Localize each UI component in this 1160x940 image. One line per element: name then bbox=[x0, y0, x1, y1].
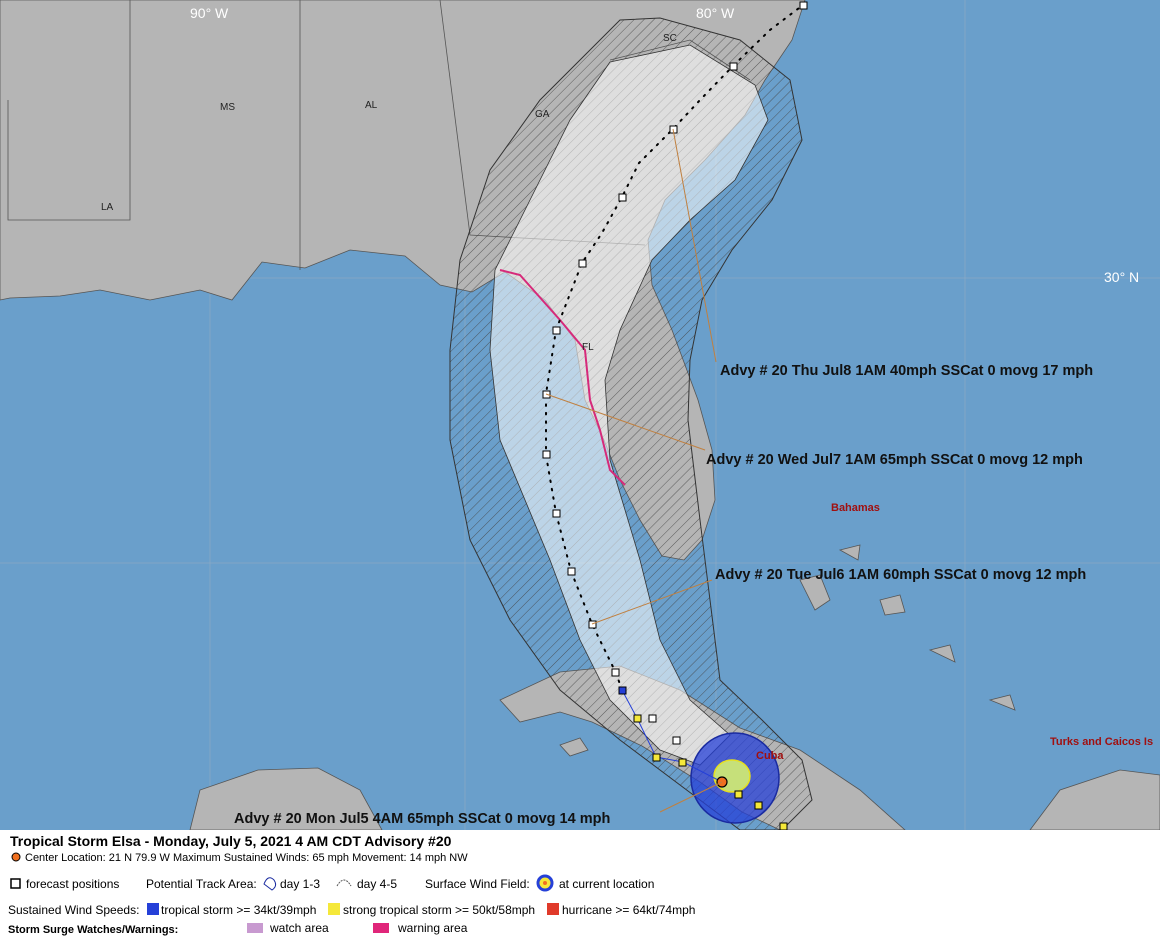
leader-line bbox=[672, 128, 717, 363]
past-point bbox=[652, 753, 661, 762]
past-point bbox=[678, 758, 687, 767]
forecast-point bbox=[542, 450, 551, 459]
leader-line bbox=[659, 781, 723, 813]
legend-center: Center Location: 21 N 79.9 W Maximum Sus… bbox=[25, 852, 468, 864]
legend-text: Potential Track Area: bbox=[146, 877, 257, 891]
legend-text: day 1-3 bbox=[280, 877, 320, 891]
legend-text: Surface Wind Field: bbox=[425, 877, 530, 891]
longitude-label: 90° W bbox=[190, 5, 229, 21]
place-label: Turks and Caicos Is bbox=[1050, 736, 1153, 748]
isla-juventud bbox=[559, 737, 589, 757]
strong-ts-swatch bbox=[328, 903, 340, 915]
leader-line bbox=[591, 579, 713, 625]
past-point bbox=[779, 822, 788, 831]
forecast-point bbox=[588, 620, 597, 629]
legend-text: hurricane >= 64kt/74mph bbox=[562, 903, 695, 917]
legend-text: tropical storm >= 34kt/39mph bbox=[161, 903, 316, 917]
cone-day-1-3 bbox=[489, 44, 769, 766]
advisory-label: Advy # 20 Mon Jul5 4AM 65mph SSCat 0 mov… bbox=[234, 811, 610, 827]
forecast-point bbox=[611, 668, 620, 677]
past-point bbox=[754, 801, 763, 810]
place-label: LA bbox=[101, 202, 114, 213]
legend-text: forecast positions bbox=[26, 877, 119, 891]
legend-text: at current location bbox=[559, 877, 654, 891]
legend-background bbox=[0, 830, 1160, 940]
leader-line bbox=[545, 393, 706, 451]
legend-title: Tropical Storm Elsa - Monday, July 5, 20… bbox=[10, 833, 452, 849]
legend-text: day 4-5 bbox=[357, 877, 397, 891]
warning-swatch bbox=[373, 923, 389, 933]
legend-text: warning area bbox=[397, 921, 468, 935]
forecast-track bbox=[545, 4, 804, 691]
day-4-5-icon bbox=[336, 879, 352, 887]
place-label: FL bbox=[582, 342, 594, 353]
legend-text: Storm Surge Watches/Warnings: bbox=[8, 924, 178, 936]
center-icon bbox=[11, 852, 21, 862]
hurricane-swatch bbox=[547, 903, 559, 915]
forecast-point bbox=[729, 62, 738, 71]
place-label: Cuba bbox=[756, 750, 784, 762]
forecast-point bbox=[618, 193, 627, 202]
forecast-point bbox=[672, 736, 681, 745]
place-label: AL bbox=[365, 100, 378, 111]
past-point bbox=[734, 790, 743, 799]
forecast-point bbox=[648, 714, 657, 723]
legend: Tropical Storm Elsa - Monday, July 5, 20… bbox=[0, 830, 1160, 940]
forecast-point bbox=[578, 259, 587, 268]
place-label: SC bbox=[663, 33, 677, 44]
surge-warning bbox=[499, 269, 626, 486]
advisory-label: Advy # 20 Thu Jul8 1AM 40mph SSCat 0 mov… bbox=[720, 363, 1093, 379]
forecast-point bbox=[552, 326, 561, 335]
leader-lines bbox=[545, 128, 723, 813]
ts-swatch bbox=[147, 903, 159, 915]
latitude-label: 30° N bbox=[1104, 269, 1139, 285]
advisory-label: Advy # 20 Tue Jul6 1AM 60mph SSCat 0 mov… bbox=[715, 567, 1086, 583]
forecast-icon bbox=[10, 878, 21, 889]
legend-text: Sustained Wind Speeds: bbox=[8, 903, 139, 917]
legend-text: strong tropical storm >= 50kt/58mph bbox=[343, 903, 535, 917]
watch-swatch bbox=[247, 923, 263, 933]
forecast-points bbox=[542, 1, 808, 831]
forecast-point bbox=[552, 509, 561, 518]
longitude-label: 80° W bbox=[696, 5, 735, 21]
wind-field-icon-center bbox=[543, 881, 547, 885]
place-label: GA bbox=[535, 109, 550, 120]
strong-ts-wind-field bbox=[713, 759, 751, 793]
past-point bbox=[633, 714, 642, 723]
forecast-point bbox=[567, 567, 576, 576]
place-label: MS bbox=[220, 102, 235, 113]
advisory-label: Advy # 20 Wed Jul7 1AM 65mph SSCat 0 mov… bbox=[706, 452, 1083, 468]
legend-text: watch area bbox=[269, 921, 329, 935]
place-label: Bahamas bbox=[831, 502, 880, 514]
past-point bbox=[618, 686, 627, 695]
bahamas-islands bbox=[799, 544, 1016, 711]
state-border bbox=[7, 0, 131, 221]
forecast-point bbox=[799, 1, 808, 10]
day-1-3-icon bbox=[263, 877, 277, 891]
